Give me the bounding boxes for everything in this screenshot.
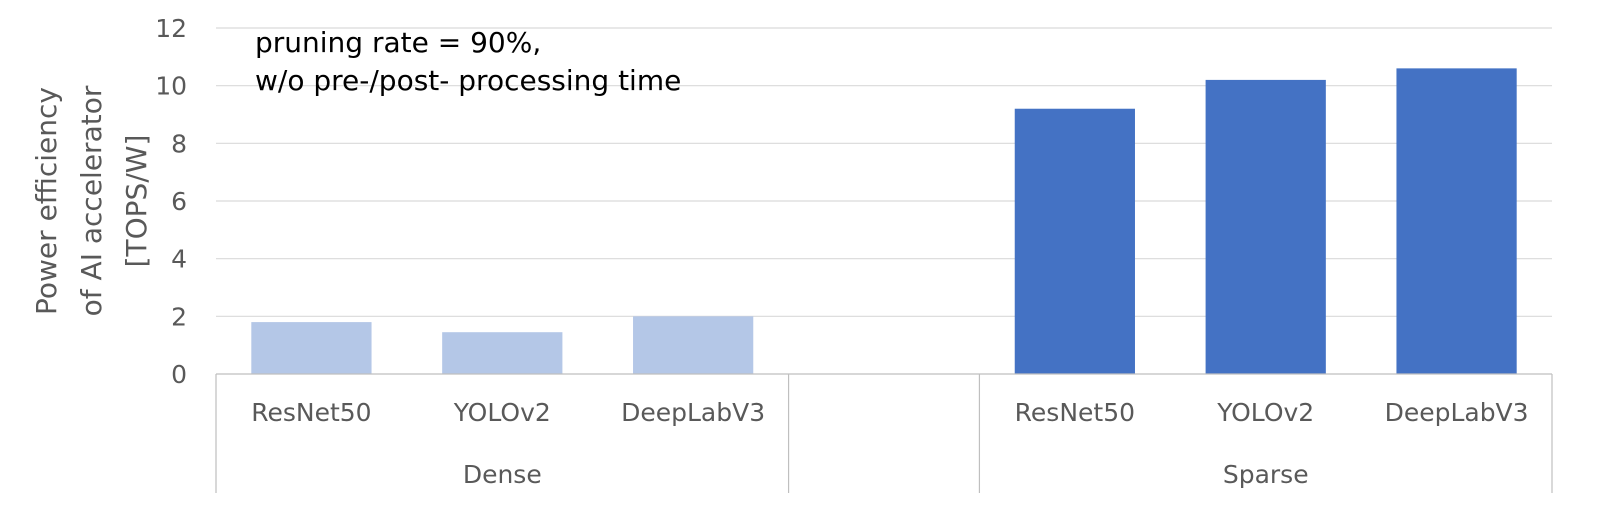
y-axis-ticks: 0 2 4 6 8 10 12 bbox=[155, 14, 187, 389]
bar-sparse-deeplabv3 bbox=[1396, 68, 1517, 374]
y-tick-label: 8 bbox=[171, 129, 187, 158]
x-category-label: YOLOv2 bbox=[1216, 398, 1314, 427]
x-category-label: DeepLabV3 bbox=[1385, 398, 1529, 427]
x-category-label: ResNet50 bbox=[1015, 398, 1135, 427]
x-category-label: YOLOv2 bbox=[453, 398, 551, 427]
y-tick-label: 10 bbox=[155, 72, 187, 101]
x-axis: ResNet50 YOLOv2 DeepLabV3 ResNet50 YOLOv2 Dee… bbox=[215, 373, 1553, 493]
y-tick-label: 12 bbox=[155, 14, 187, 43]
y-axis-label-line: [TOPS/W] bbox=[120, 135, 153, 268]
bar-dense-deeplabv3 bbox=[633, 316, 754, 374]
y-tick-label: 6 bbox=[171, 187, 187, 216]
gridlines bbox=[216, 27, 1552, 317]
y-tick-label: 4 bbox=[171, 245, 187, 274]
bar-sparse-yolov2 bbox=[1205, 79, 1326, 375]
annotation-line: pruning rate = 90%, bbox=[255, 26, 541, 59]
x-group-label: Sparse bbox=[1223, 460, 1309, 489]
x-category-label: DeepLabV3 bbox=[621, 398, 765, 427]
y-axis-label-line: Power efficiency bbox=[30, 87, 63, 315]
annotation: pruning rate = 90%, w/o pre-/post- proces… bbox=[255, 26, 681, 97]
y-tick-label: 0 bbox=[171, 360, 187, 389]
x-category-label: ResNet50 bbox=[251, 398, 371, 427]
bars bbox=[251, 68, 1517, 375]
bar-dense-resnet50 bbox=[251, 322, 372, 374]
y-axis-label-line: of AI accelerator bbox=[75, 85, 108, 316]
x-group-label: Dense bbox=[463, 460, 542, 489]
annotation-line: w/o pre-/post- processing time bbox=[255, 64, 681, 97]
bar-dense-yolov2 bbox=[442, 332, 563, 374]
y-axis-label: Power efficiency of AI accelerator [TOPS/W… bbox=[30, 85, 153, 316]
y-tick-label: 2 bbox=[171, 302, 187, 331]
bar-sparse-resnet50 bbox=[1014, 108, 1135, 374]
